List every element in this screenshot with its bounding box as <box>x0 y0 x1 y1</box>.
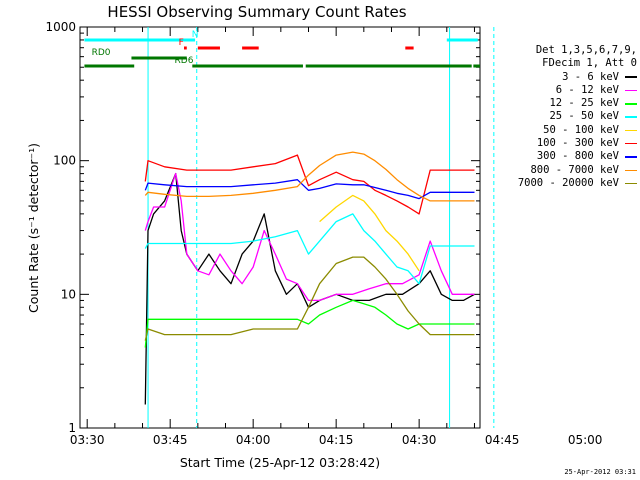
legend-entry-label: 50 - 100 keV <box>543 123 619 136</box>
legend-entry: 7000 - 20000 keV <box>487 177 637 190</box>
legend-entry-label: 100 - 300 keV <box>536 137 619 150</box>
y-tick-label: 10 <box>61 287 76 301</box>
chart-title: HESSI Observing Summary Count Rates <box>107 3 406 21</box>
legend-swatch <box>625 169 637 172</box>
x-tick-label: 04:15 <box>319 433 354 447</box>
y-tick-label: 1000 <box>45 20 76 34</box>
legend-entry: 100 - 300 keV <box>487 137 637 150</box>
legend-entry: 6 - 12 keV <box>487 84 637 97</box>
series-line-1 <box>144 172 475 405</box>
legend-entry: 3 - 6 keV <box>487 71 637 84</box>
plot-area: 1 10 100 1000 03:30 03:45 04:00 04:15 04:30 04:45… <box>45 20 602 447</box>
series-line-6 <box>144 154 475 215</box>
series-line-4 <box>144 213 475 285</box>
legend-swatch <box>625 129 637 132</box>
y-tick-label: 1 <box>68 421 76 435</box>
series-line-8 <box>144 151 475 202</box>
legend-entry: 25 - 50 keV <box>487 110 637 123</box>
timestamp: 25-Apr-2012 03:31 <box>564 468 636 476</box>
x-tick-label: 04:45 <box>485 433 520 447</box>
y-tick-label: 100 <box>53 154 76 168</box>
legend-entry-label: 25 - 50 keV <box>549 110 619 123</box>
flag-label-rd6: RD6 <box>175 56 194 66</box>
legend-swatch <box>625 182 637 185</box>
legend-entry: 800 - 7000 keV <box>487 164 637 177</box>
legend-header-line: Det 1,3,5,6,7,9, <box>535 44 637 56</box>
x-tick-label: 03:30 <box>70 433 105 447</box>
legend-entry-label: 7000 - 20000 keV <box>517 176 619 189</box>
legend-header-line: FDecim 1, Att 0 <box>542 57 637 70</box>
legend-entry: 300 - 800 keV <box>487 150 637 163</box>
legend-entry: 50 - 100 keV <box>487 124 637 137</box>
x-tick-label: 04:30 <box>402 433 437 447</box>
series-line-5 <box>319 194 420 272</box>
legend-entry-label: 12 - 25 keV <box>549 97 619 110</box>
flag-label-f: F <box>179 38 184 48</box>
legend-entry-label: 300 - 800 keV <box>536 150 619 163</box>
legend-swatch <box>625 116 637 118</box>
x-axis-label: Start Time (25-Apr-12 03:28:42) <box>180 455 380 470</box>
x-tick-label: 03:45 <box>153 433 188 447</box>
y-axis-label: Count Rate (s⁻¹ detector⁻¹) <box>26 143 41 313</box>
flag-label-n: N <box>192 30 199 40</box>
legend-swatch <box>625 142 637 145</box>
legend-entry-label: 3 - 6 keV <box>562 70 619 83</box>
legend-entry: 12 - 25 keV <box>487 97 637 110</box>
series-line-3 <box>144 299 475 348</box>
x-tick-label: 05:00 <box>568 433 603 447</box>
series-line-9 <box>144 256 475 341</box>
legend-entry-label: 800 - 7000 keV <box>530 163 619 176</box>
legend-swatch <box>625 103 637 105</box>
legend-entry-label: 6 - 12 keV <box>555 83 619 96</box>
legend-swatch <box>625 76 637 78</box>
plot-frame <box>79 26 481 429</box>
flag-label-rd0: RD0 <box>92 48 111 58</box>
legend-swatch <box>625 89 637 92</box>
legend-swatch <box>625 156 637 158</box>
series-line-7 <box>144 179 475 200</box>
x-tick-label: 04:00 <box>236 433 271 447</box>
legend: Det 1,3,5,6,7,9, FDecim 1, Att 0 3 - 6 ke… <box>487 44 637 190</box>
